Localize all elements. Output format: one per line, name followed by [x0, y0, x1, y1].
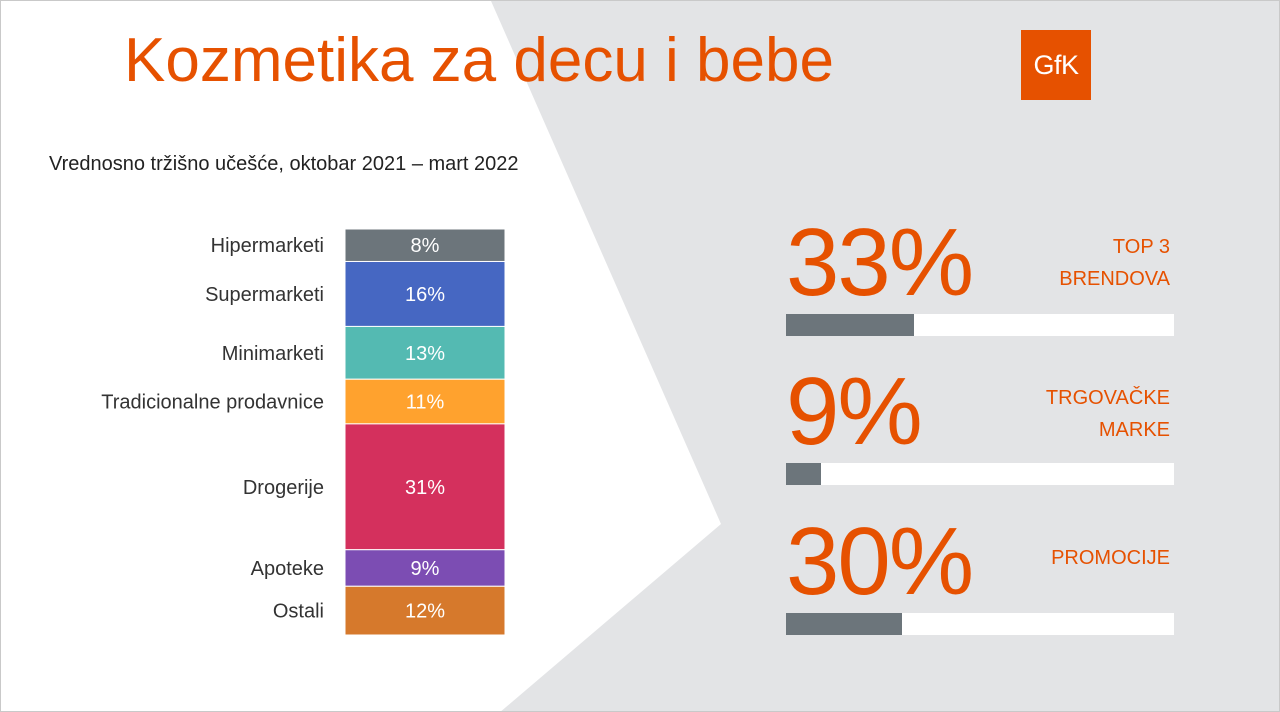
chart-subtitle: Vrednosno tržišno učešće, oktobar 2021 –…	[49, 153, 519, 175]
page-title: Kozmetika za decu i bebe	[124, 26, 834, 95]
category-label-drogerije: Drogerije	[243, 477, 324, 499]
data-label-apoteke: 9%	[411, 558, 440, 580]
kpi-value-private-labels: 9%	[786, 358, 923, 465]
data-label-minimarketi: 13%	[405, 343, 445, 365]
kpi-value-top3: 33%	[786, 209, 974, 316]
kpi-label-promotions: PROMOCIJE	[1051, 547, 1170, 569]
data-label-hipermarketi: 8%	[411, 235, 440, 257]
kpi-label-private-labels: TRGOVAČKE MARKE	[1045, 387, 1170, 441]
bar-segment-hipermarketi	[344, 228, 506, 262]
category-label-hipermarketi: Hipermarketi	[211, 235, 324, 257]
category-label-minimarketi: Minimarketi	[222, 343, 324, 365]
data-label-ostali: 12%	[405, 601, 445, 623]
bar-segment-minimarketi	[344, 325, 506, 380]
kpi-bar-track-promotions	[786, 613, 1174, 635]
kpi-label-top3: TOP 3 BRENDOVA	[1059, 236, 1170, 290]
bar-segment-ostali	[344, 585, 506, 636]
kpi-bar-fill-top3	[786, 314, 915, 336]
category-label-apoteke: Apoteke	[251, 558, 324, 580]
kpi-value-promotions: 30%	[786, 508, 974, 615]
kpi-bar-track-top3	[786, 314, 1174, 336]
kpi-bar-fill-promotions	[786, 613, 903, 635]
data-label-drogerije: 31%	[405, 477, 445, 499]
data-label-tradicionalne-prodavnice: 11%	[406, 392, 445, 414]
kpi-bar-fill-private-labels	[786, 463, 821, 485]
logo-text: GfK	[1033, 49, 1079, 80]
bar-segment-tradicionalne-prodavnice	[344, 378, 506, 425]
kpi-bar-track-private-labels	[786, 463, 1174, 485]
data-label-supermarketi: 16%	[405, 284, 445, 306]
bar-segment-supermarketi	[344, 260, 506, 327]
bar-segment-drogerije	[344, 423, 506, 551]
gfk-logo: GfK	[1021, 30, 1091, 100]
category-label-tradicionalne-prodavnice: Tradicionalne prodavnice	[101, 392, 324, 414]
category-label-supermarketi: Supermarketi	[205, 284, 324, 306]
category-label-ostali: Ostali	[273, 601, 324, 623]
